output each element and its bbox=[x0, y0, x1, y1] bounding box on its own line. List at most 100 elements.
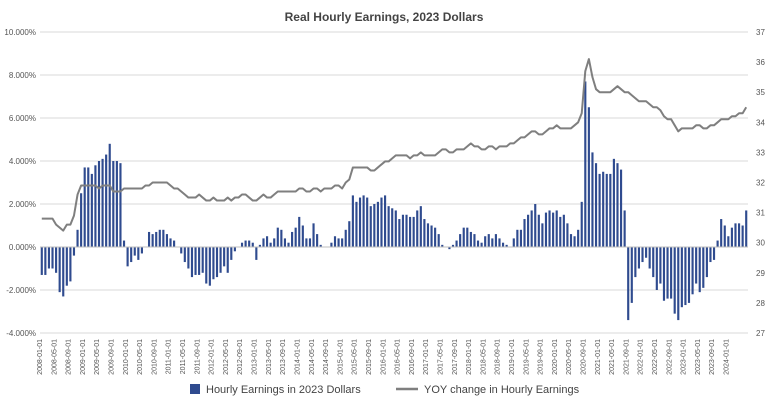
bar bbox=[691, 247, 694, 295]
right-tick-label: 31 bbox=[756, 209, 765, 218]
bar bbox=[122, 240, 126, 247]
bar bbox=[480, 242, 483, 247]
bar bbox=[316, 234, 319, 247]
bar bbox=[223, 247, 226, 267]
bar bbox=[655, 247, 658, 290]
bar bbox=[65, 247, 68, 286]
bar bbox=[680, 247, 683, 308]
bar bbox=[627, 247, 630, 321]
bar bbox=[294, 227, 297, 247]
bar bbox=[405, 214, 408, 247]
bar bbox=[80, 193, 83, 247]
bar bbox=[623, 210, 626, 247]
bar bbox=[577, 229, 580, 247]
x-tick-label: 2016-05-01 bbox=[395, 339, 402, 375]
bar bbox=[609, 173, 612, 247]
gridlines bbox=[40, 31, 748, 334]
x-tick-label: 2017-09-01 bbox=[452, 339, 459, 375]
x-tick-label: 2008-01-01 bbox=[37, 339, 44, 375]
bar bbox=[512, 238, 515, 247]
line-series bbox=[41, 58, 748, 232]
bar bbox=[730, 227, 733, 247]
x-tick-label: 2014-05-01 bbox=[309, 339, 316, 375]
bar bbox=[562, 214, 565, 247]
x-tick-label: 2020-01-01 bbox=[552, 339, 559, 375]
bar bbox=[659, 247, 662, 284]
bar bbox=[534, 204, 537, 247]
bar bbox=[380, 197, 383, 247]
bar bbox=[705, 247, 708, 278]
bar bbox=[373, 204, 376, 247]
bar bbox=[151, 234, 154, 247]
bar bbox=[451, 244, 455, 247]
bar bbox=[695, 247, 698, 284]
bar bbox=[187, 247, 190, 269]
bar bbox=[369, 206, 372, 247]
bar bbox=[162, 229, 165, 247]
bar bbox=[745, 210, 748, 247]
bar bbox=[173, 240, 176, 247]
legend-label-line: YOY change in Hourly Earnings bbox=[424, 384, 580, 396]
bar bbox=[40, 247, 43, 275]
bar bbox=[158, 229, 161, 247]
bar bbox=[265, 236, 269, 247]
bar bbox=[419, 206, 422, 247]
right-tick-label: 29 bbox=[756, 269, 765, 278]
bar bbox=[112, 161, 115, 247]
x-tick-label: 2014-09-01 bbox=[323, 339, 330, 375]
x-tick-label: 2012-05-01 bbox=[223, 339, 230, 375]
left-tick-label: 6.000% bbox=[9, 114, 36, 123]
x-tick-label: 2012-01-01 bbox=[209, 339, 216, 375]
left-tick-label: 2.000% bbox=[9, 200, 36, 209]
bar bbox=[258, 244, 261, 247]
bar bbox=[312, 223, 315, 247]
x-tick-label: 2009-01-01 bbox=[80, 339, 87, 375]
bar bbox=[147, 231, 151, 247]
bar bbox=[344, 229, 347, 247]
left-tick-label: -2.000% bbox=[6, 286, 36, 295]
x-tick-label: 2023-05-01 bbox=[695, 339, 702, 375]
x-tick-label: 2010-01-01 bbox=[123, 339, 130, 375]
bar bbox=[666, 247, 669, 299]
x-tick-label: 2017-01-01 bbox=[423, 339, 430, 375]
bar bbox=[215, 247, 219, 278]
bar bbox=[459, 234, 462, 247]
bar bbox=[537, 214, 540, 247]
bar bbox=[55, 247, 58, 273]
bar bbox=[401, 214, 405, 247]
bar bbox=[541, 223, 544, 247]
bar bbox=[101, 158, 104, 247]
x-tick-label: 2010-09-01 bbox=[151, 339, 158, 375]
bar bbox=[383, 195, 387, 247]
bar bbox=[119, 163, 122, 247]
chart-title: Real Hourly Earnings, 2023 Dollars bbox=[285, 10, 484, 24]
bar bbox=[441, 244, 444, 247]
bar bbox=[530, 210, 533, 247]
bar bbox=[434, 227, 437, 247]
bar bbox=[351, 195, 354, 247]
bar bbox=[498, 238, 501, 247]
x-tick-label: 2013-09-01 bbox=[280, 339, 287, 375]
x-tick-label: 2013-01-01 bbox=[252, 339, 259, 375]
bar bbox=[670, 247, 673, 299]
bar bbox=[69, 247, 72, 282]
bar bbox=[426, 223, 430, 247]
bar bbox=[544, 212, 548, 247]
x-tick-label: 2024-01-01 bbox=[724, 339, 731, 375]
bar bbox=[519, 229, 523, 247]
bar bbox=[594, 163, 598, 247]
bar bbox=[255, 247, 258, 260]
x-tick-label: 2018-01-01 bbox=[466, 339, 473, 375]
bar bbox=[47, 247, 51, 269]
bar bbox=[569, 234, 573, 247]
bar bbox=[391, 208, 394, 247]
bar bbox=[301, 225, 304, 247]
bar bbox=[473, 234, 476, 247]
bar bbox=[308, 238, 312, 247]
bar bbox=[83, 167, 86, 247]
bar bbox=[741, 225, 744, 247]
bar bbox=[280, 229, 283, 247]
bar bbox=[358, 197, 362, 247]
bar bbox=[240, 242, 244, 247]
